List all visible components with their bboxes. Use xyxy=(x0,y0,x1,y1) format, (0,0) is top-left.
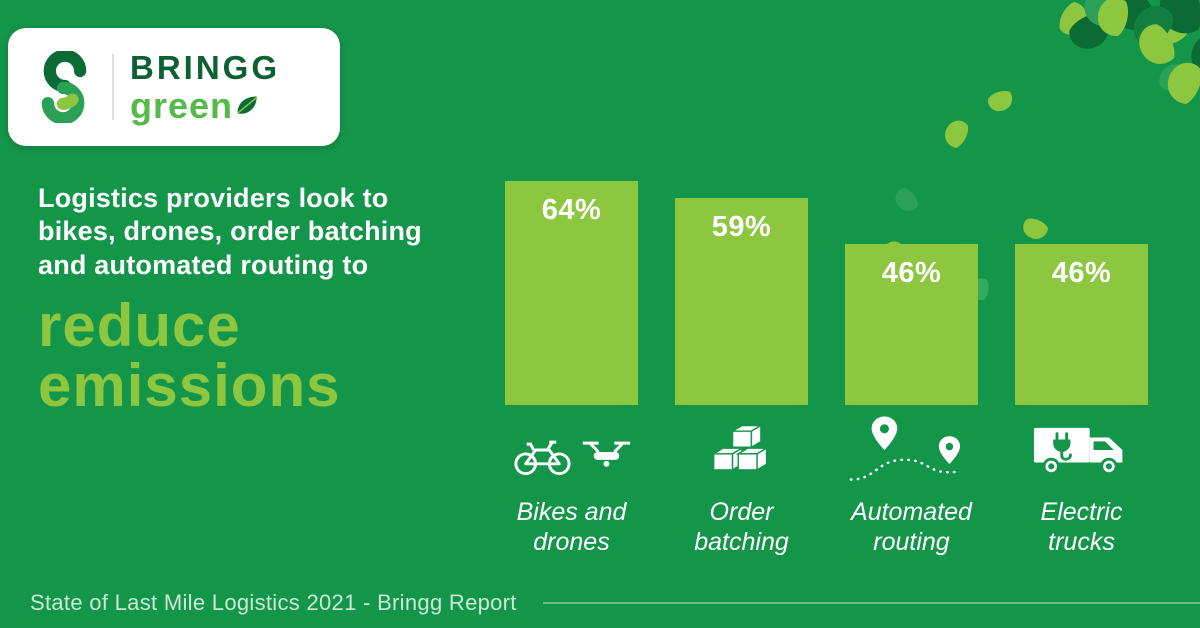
icon-area xyxy=(1015,405,1148,497)
bar-value-label: 59% xyxy=(711,211,772,243)
bar-area: 59% xyxy=(675,180,808,405)
footer-divider-line xyxy=(542,602,1200,604)
headline-line-2: bikes, drones, order batching xyxy=(38,216,422,247)
icon-area xyxy=(845,405,978,497)
automated-routing-icon xyxy=(849,416,960,481)
headline-emphasis-2: emissions xyxy=(38,352,341,420)
headline-line-1: Logistics providers look to xyxy=(38,183,389,213)
logo-text: BRINGG green xyxy=(130,51,280,124)
source-text: State of Last Mile Logistics 2021 - Brin… xyxy=(30,590,517,615)
electric-truck-icon xyxy=(1033,427,1122,476)
bringg-logo-badge: BRINGG green xyxy=(8,28,340,146)
bar-area: 46% xyxy=(845,180,978,405)
headline-emphasis-1: reduce xyxy=(38,292,241,360)
category-label: Electric trucks xyxy=(1040,498,1123,556)
chart-bar: 59% xyxy=(675,198,808,405)
bar-value-label: 46% xyxy=(1051,257,1112,289)
bar-value-label: 46% xyxy=(881,257,942,289)
category-label: Automated routing xyxy=(851,498,972,556)
chart-bar: 46% xyxy=(1015,244,1148,405)
category-label: Order batching xyxy=(694,498,789,556)
bar-value-label: 64% xyxy=(541,194,602,226)
logo-divider xyxy=(112,54,114,120)
chart-column-automated-routing: 46% Automated routing xyxy=(845,180,978,557)
bike-and-drone-icon xyxy=(513,440,630,476)
bar-area: 46% xyxy=(1015,180,1148,405)
headline-line-3: and automated routing to xyxy=(38,249,369,280)
brand-name: BRINGG xyxy=(130,48,280,86)
chart-column-order-batching: 59% Ord xyxy=(675,180,808,557)
chart-column-electric-trucks: 46% Electric xyxy=(1015,180,1148,557)
chart-bar: 46% xyxy=(845,244,978,405)
bar-chart: 64% xyxy=(505,180,1148,557)
order-batching-icon xyxy=(710,424,769,472)
chart-bar: 64% xyxy=(505,181,638,405)
category-label: Bikes and drones xyxy=(516,498,627,556)
chart-column-bikes-drones: 64% xyxy=(505,180,638,557)
icon-area xyxy=(675,405,808,497)
headline: Logistics providers look to bikes, drone… xyxy=(38,182,508,416)
bringg-knot-icon xyxy=(41,51,87,123)
bar-area: 64% xyxy=(505,180,638,405)
leaf-icon xyxy=(237,96,258,114)
brand-tagline: green xyxy=(130,84,234,126)
icon-area xyxy=(505,405,638,497)
footer: State of Last Mile Logistics 2021 - Brin… xyxy=(30,590,1200,616)
